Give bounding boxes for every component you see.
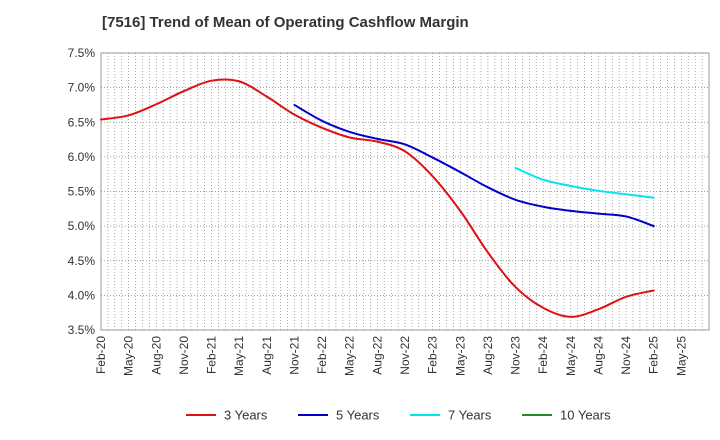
x-tick-label: Aug-22 bbox=[370, 336, 384, 375]
x-tick-label: Aug-24 bbox=[591, 336, 605, 375]
y-tick-label: 4.5% bbox=[68, 254, 96, 268]
y-axis-ticks: 3.5% 4.0% 4.5% 5.0% 5.5% 6.0% 6.5% 7.0% 7.5% bbox=[68, 46, 96, 337]
x-axis-ticks: Feb-20 May-20 Aug-20 Nov-20 Feb-21 May-21 Aug-… bbox=[94, 336, 688, 376]
series-line-7-years bbox=[514, 166, 655, 199]
x-tick-label: Nov-24 bbox=[619, 336, 633, 375]
chart-title: [7516] Trend of Mean of Operating Cashfl… bbox=[102, 14, 469, 31]
y-tick-label: 6.0% bbox=[68, 150, 96, 164]
x-tick-label: May-21 bbox=[232, 336, 246, 376]
x-tick-label: Nov-21 bbox=[287, 336, 301, 375]
x-tick-label: May-23 bbox=[453, 336, 467, 376]
x-tick-label: Feb-20 bbox=[94, 336, 108, 374]
x-tick-label: May-20 bbox=[122, 336, 136, 376]
x-tick-label: Aug-20 bbox=[149, 336, 163, 375]
x-tick-label: Feb-23 bbox=[426, 336, 440, 374]
series-line-5-years bbox=[293, 103, 655, 228]
y-tick-label: 7.5% bbox=[68, 46, 96, 60]
x-tick-label: Nov-20 bbox=[177, 336, 191, 375]
x-tick-label: Nov-23 bbox=[509, 336, 523, 375]
x-tick-label: May-22 bbox=[343, 336, 357, 376]
y-tick-label: 4.0% bbox=[68, 288, 96, 302]
y-tick-label: 3.5% bbox=[68, 323, 96, 337]
x-tick-label: Aug-23 bbox=[481, 336, 495, 375]
y-tick-label: 5.5% bbox=[68, 185, 96, 199]
x-tick-label: Feb-24 bbox=[536, 336, 550, 374]
legend: 3 Years 5 Years 7 Years 10 Years bbox=[186, 408, 611, 423]
x-tick-label: May-24 bbox=[564, 336, 578, 376]
series-line-3-years bbox=[100, 78, 655, 318]
x-tick-label: May-25 bbox=[674, 336, 688, 376]
x-tick-label: Aug-21 bbox=[260, 336, 274, 375]
x-tick-label: Nov-22 bbox=[398, 336, 412, 375]
y-tick-label: 7.0% bbox=[68, 81, 96, 95]
legend-label-3-years: 3 Years bbox=[224, 408, 268, 423]
y-tick-label: 5.0% bbox=[68, 219, 96, 233]
x-tick-label: Feb-21 bbox=[205, 336, 219, 374]
series-lines bbox=[100, 78, 655, 318]
y-tick-label: 6.5% bbox=[68, 115, 96, 129]
legend-label-7-years: 7 Years bbox=[448, 408, 492, 423]
x-tick-label: Feb-22 bbox=[315, 336, 329, 374]
grid bbox=[101, 53, 709, 330]
legend-label-5-years: 5 Years bbox=[336, 408, 380, 423]
legend-label-10-years: 10 Years bbox=[560, 408, 611, 423]
x-tick-label: Feb-25 bbox=[647, 336, 661, 374]
